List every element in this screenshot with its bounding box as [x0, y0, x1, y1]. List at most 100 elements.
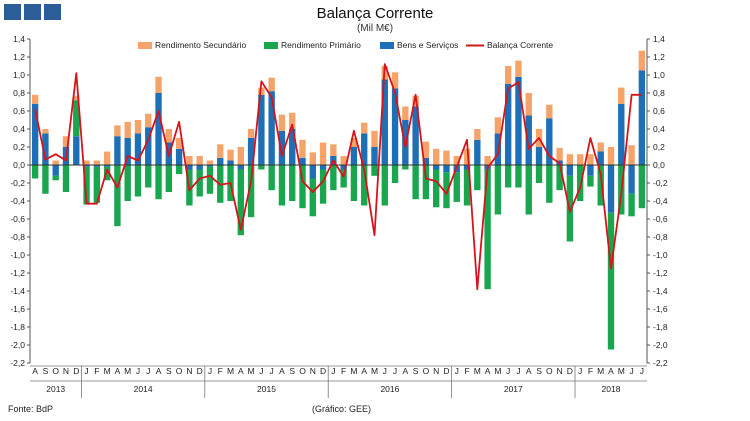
bar-bens-e-servi-os	[381, 79, 388, 165]
bar-bens-e-servi-os	[289, 129, 296, 165]
y-tick-label-right: 1,4	[653, 34, 665, 44]
bar-rendimento-prim-rio	[73, 100, 80, 137]
bar-rendimento-secund-rio	[103, 151, 111, 165]
y-tick-label-right: -0,2	[653, 178, 668, 188]
year-label: 2015	[257, 384, 276, 394]
bar-rendimento-secund-rio	[515, 60, 522, 77]
bar-rendimento-prim-rio	[587, 175, 594, 187]
y-tick-label-right: -1,2	[653, 268, 668, 278]
bar-rendimento-prim-rio	[515, 165, 522, 188]
x-tick-label: F	[94, 366, 99, 376]
bar-rendimento-secund-rio	[247, 129, 255, 138]
bar-rendimento-secund-rio	[525, 93, 532, 116]
y-tick-label-right: 0,6	[653, 106, 665, 116]
bar-rendimento-prim-rio	[340, 169, 347, 188]
bar-bens-e-servi-os	[31, 103, 39, 165]
y-tick-label-left: 0,2	[13, 142, 25, 152]
bar-rendimento-secund-rio	[217, 144, 224, 158]
bar-bens-e-servi-os	[103, 165, 111, 167]
bar-rendimento-prim-rio	[289, 165, 296, 201]
x-tick-label: J	[640, 366, 644, 376]
bar-rendimento-secund-rio	[237, 147, 244, 165]
bar-rendimento-prim-rio	[62, 165, 70, 192]
bar-rendimento-secund-rio	[278, 114, 286, 131]
bar-rendimento-secund-rio	[52, 160, 59, 165]
bar-rendimento-prim-rio	[175, 165, 183, 174]
chart-subtitle: (Mil M€)	[356, 23, 394, 34]
bar-rendimento-secund-rio	[443, 150, 450, 165]
bar-rendimento-prim-rio	[412, 165, 419, 200]
bar-bens-e-servi-os	[319, 165, 327, 170]
y-tick-label-right: -2,2	[653, 358, 668, 368]
bar-rendimento-prim-rio	[155, 165, 162, 200]
x-tick-label: M	[494, 366, 501, 376]
y-tick-label-right: -1,4	[653, 286, 668, 296]
bar-rendimento-secund-rio	[330, 144, 337, 156]
x-tick-label: J	[629, 366, 633, 376]
bar-rendimento-secund-rio	[268, 77, 275, 92]
x-tick-label: J	[270, 366, 274, 376]
bar-rendimento-prim-rio	[114, 165, 121, 227]
bar-rendimento-secund-rio	[494, 117, 502, 134]
y-tick-label-left: -1,0	[10, 250, 25, 260]
bar-rendimento-prim-rio	[422, 165, 430, 200]
bar-rendimento-secund-rio	[145, 113, 152, 128]
bar-bens-e-servi-os	[391, 88, 399, 165]
bar-rendimento-prim-rio	[299, 165, 306, 209]
bar-rendimento-secund-rio	[556, 147, 563, 161]
bar-bens-e-servi-os	[309, 165, 316, 179]
x-tick-label: J	[393, 366, 397, 376]
bar-rendimento-prim-rio	[31, 165, 39, 179]
x-tick-label: D	[320, 366, 326, 376]
bar-rendimento-prim-rio	[504, 165, 512, 188]
bar-bens-e-servi-os	[515, 76, 522, 165]
bar-bens-e-servi-os	[155, 93, 162, 165]
bar-rendimento-prim-rio	[124, 165, 131, 201]
bar-rendimento-prim-rio	[391, 165, 399, 183]
bar-rendimento-prim-rio	[145, 165, 152, 188]
bar-rendimento-secund-rio	[319, 142, 327, 165]
bar-bens-e-servi-os	[443, 165, 450, 173]
x-tick-label: J	[146, 366, 150, 376]
bar-bens-e-servi-os	[607, 165, 615, 213]
bar-rendimento-secund-rio	[422, 141, 430, 158]
bar-bens-e-servi-os	[587, 165, 594, 176]
bar-rendimento-prim-rio	[556, 165, 563, 191]
x-tick-label: A	[156, 366, 162, 376]
y-tick-label-left: -2,2	[10, 358, 25, 368]
y-tick-label-right: -1,6	[653, 304, 668, 314]
y-tick-label-left: 1,2	[13, 52, 25, 62]
bar-bens-e-servi-os	[597, 151, 604, 165]
y-tick-label-left: 0,8	[13, 88, 25, 98]
bar-rendimento-secund-rio	[391, 72, 399, 89]
year-label: 2014	[134, 384, 153, 394]
bar-rendimento-secund-rio	[433, 148, 440, 165]
y-tick-label-right: 0,8	[653, 88, 665, 98]
bar-rendimento-prim-rio	[638, 165, 646, 209]
y-tick-label-left: -2,0	[10, 340, 25, 350]
bar-rendimento-prim-rio	[576, 165, 584, 201]
x-tick-label: N	[433, 366, 439, 376]
bar-bens-e-servi-os	[371, 147, 378, 165]
bar-rendimento-prim-rio	[474, 165, 481, 191]
x-tick-label: F	[218, 366, 223, 376]
bar-bens-e-servi-os	[535, 147, 543, 165]
legend-label: Balança Corrente	[487, 40, 553, 50]
bar-rendimento-secund-rio	[124, 121, 131, 138]
bar-rendimento-secund-rio	[371, 130, 378, 147]
x-tick-label: A	[608, 366, 614, 376]
x-tick-label: J	[259, 366, 263, 376]
bar-bens-e-servi-os	[566, 165, 574, 176]
bar-bens-e-servi-os	[42, 133, 49, 165]
bar-rendimento-secund-rio	[607, 147, 615, 165]
x-tick-label: A	[485, 366, 491, 376]
y-tick-label-right: 0,0	[653, 160, 665, 170]
bar-bens-e-servi-os	[361, 133, 368, 165]
year-label: 2016	[380, 384, 399, 394]
y-tick-label-right: -0,4	[653, 196, 668, 206]
bar-bens-e-servi-os	[258, 94, 265, 165]
x-tick-label: F	[464, 366, 469, 376]
bar-rendimento-prim-rio	[42, 165, 49, 194]
y-tick-label-left: 0,6	[13, 106, 25, 116]
bar-rendimento-secund-rio	[73, 95, 80, 101]
